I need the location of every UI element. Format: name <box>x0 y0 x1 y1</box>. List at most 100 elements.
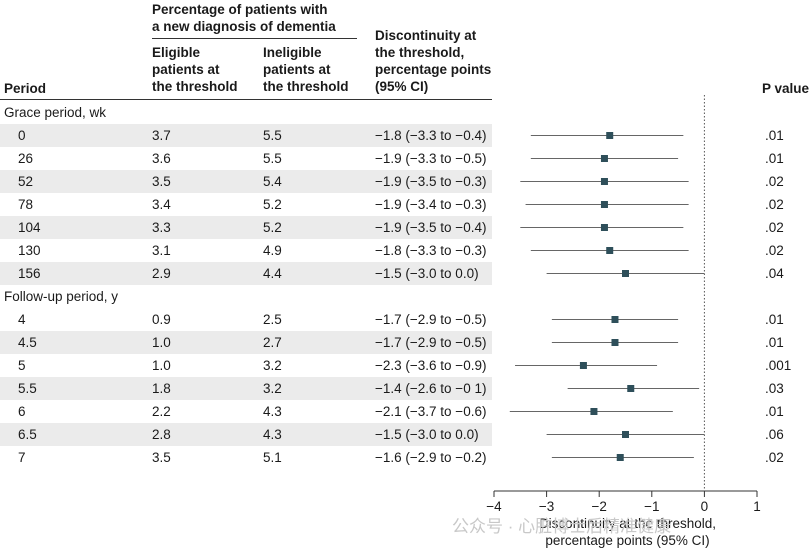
x-tick-label: −1 <box>644 499 659 514</box>
cell-period: 4 <box>18 312 26 327</box>
cell-eligible: 3.7 <box>152 128 171 143</box>
cell-pvalue: .02 <box>765 197 784 212</box>
cell-pvalue: .001 <box>765 358 792 373</box>
cell-ineligible: 5.1 <box>263 450 282 465</box>
cell-period: 78 <box>18 197 34 212</box>
point-estimate-marker <box>611 339 619 346</box>
point-estimate-marker <box>600 155 608 162</box>
cell-ineligible: 2.7 <box>263 335 282 350</box>
cell-eligible: 2.9 <box>152 266 171 281</box>
cell-pvalue: .01 <box>765 128 784 143</box>
cell-pvalue: .02 <box>765 174 784 189</box>
cell-discontinuity: −2.3 (−3.6 to −0.9) <box>375 358 487 373</box>
cell-eligible: 3.6 <box>152 151 171 166</box>
cell-period: 0 <box>18 128 26 143</box>
cell-pvalue: .01 <box>765 151 784 166</box>
cell-discontinuity: −1.9 (−3.4 to −0.3) <box>375 197 487 212</box>
cell-eligible: 2.2 <box>152 404 171 419</box>
x-tick-label: −4 <box>486 499 502 514</box>
cell-period: 7 <box>18 450 26 465</box>
cell-eligible: 0.9 <box>152 312 171 327</box>
cell-discontinuity: −1.4 (−2.6 to −0 1) <box>375 381 487 396</box>
section-label: Follow-up period, y <box>4 289 119 304</box>
row-shading <box>0 262 492 285</box>
cell-discontinuity: −1.5 (−3.0 to 0.0) <box>375 427 479 442</box>
cell-ineligible: 5.4 <box>263 174 282 189</box>
x-tick-label: 1 <box>753 499 761 514</box>
cell-ineligible: 3.2 <box>263 358 282 373</box>
row-shading <box>0 216 492 239</box>
cell-eligible: 3.1 <box>152 243 171 258</box>
cell-ineligible: 4.3 <box>263 427 282 442</box>
cell-ineligible: 5.2 <box>263 197 282 212</box>
point-estimate-marker <box>616 454 624 461</box>
cell-period: 6.5 <box>18 427 37 442</box>
cell-eligible: 1.0 <box>152 335 171 350</box>
header-rule <box>0 99 492 100</box>
cell-eligible: 3.3 <box>152 220 171 235</box>
group-title: Percentage of patients with a new diagno… <box>152 2 336 34</box>
row-shading <box>0 124 492 147</box>
cell-eligible: 1.0 <box>152 358 171 373</box>
row-shading <box>0 331 492 354</box>
cell-period: 104 <box>18 220 41 235</box>
cell-period: 156 <box>18 266 41 281</box>
point-estimate-marker <box>579 362 587 369</box>
row-shading <box>0 423 492 446</box>
cell-discontinuity: −1.8 (−3.3 to −0.4) <box>375 128 487 143</box>
cell-discontinuity: −1.7 (−2.9 to −0.5) <box>375 312 487 327</box>
section-label: Grace period, wk <box>4 105 107 120</box>
point-estimate-marker <box>622 270 629 277</box>
point-estimate-marker <box>600 201 608 208</box>
cell-discontinuity: −1.7 (−2.9 to −0.5) <box>375 335 487 350</box>
cell-pvalue: .02 <box>765 220 784 235</box>
cell-eligible: 3.5 <box>152 174 171 189</box>
cell-discontinuity: −1.9 (−3.5 to −0.3) <box>375 174 487 189</box>
point-estimate-marker <box>606 132 614 139</box>
cell-discontinuity: −1.6 (−2.9 to −0.2) <box>375 450 487 465</box>
cell-period: 5.5 <box>18 381 37 396</box>
point-estimate-marker <box>622 431 629 438</box>
header-ineligible: Ineligible patients at the threshold <box>263 45 349 94</box>
cell-pvalue: .01 <box>765 312 784 327</box>
point-estimate-marker <box>627 385 635 392</box>
cell-ineligible: 4.4 <box>263 266 282 281</box>
point-estimate-marker <box>600 178 608 185</box>
cell-ineligible: 4.3 <box>263 404 282 419</box>
cell-pvalue: .03 <box>765 381 784 396</box>
x-tick-label: −2 <box>591 499 606 514</box>
cell-discontinuity: −2.1 (−3.7 to −0.6) <box>375 404 487 419</box>
cell-period: 26 <box>18 151 34 166</box>
cell-ineligible: 4.9 <box>263 243 282 258</box>
cell-pvalue: .04 <box>765 266 784 281</box>
cell-period: 6 <box>18 404 26 419</box>
cell-pvalue: .06 <box>765 427 784 442</box>
x-axis-label: percentage points (95% CI) <box>545 533 709 548</box>
x-axis-label: Discontinuity at the threshold, <box>539 516 716 531</box>
cell-ineligible: 3.2 <box>263 381 282 396</box>
cell-pvalue: .02 <box>765 243 784 258</box>
x-tick-label: −3 <box>539 499 554 514</box>
cell-discontinuity: −1.9 (−3.5 to −0.4) <box>375 220 487 235</box>
cell-discontinuity: −1.8 (−3.3 to −0.3) <box>375 243 487 258</box>
cell-period: 5 <box>18 358 26 373</box>
row-shading <box>0 170 492 193</box>
header-eligible: Eligible patients at the threshold <box>152 45 238 94</box>
cell-pvalue: .02 <box>765 450 784 465</box>
cell-period: 4.5 <box>18 335 37 350</box>
cell-ineligible: 2.5 <box>263 312 282 327</box>
cell-pvalue: .01 <box>765 335 784 350</box>
cell-eligible: 1.8 <box>152 381 171 396</box>
cell-period: 52 <box>18 174 34 189</box>
cell-eligible: 3.5 <box>152 450 171 465</box>
cell-ineligible: 5.2 <box>263 220 282 235</box>
row-shading <box>0 377 492 400</box>
point-estimate-marker <box>600 224 608 231</box>
cell-period: 130 <box>18 243 41 258</box>
point-estimate-marker <box>611 316 619 323</box>
cell-discontinuity: −1.9 (−3.3 to −0.5) <box>375 151 487 166</box>
cell-eligible: 2.8 <box>152 427 171 442</box>
header-discontinuity: Discontinuity at the threshold, percenta… <box>375 28 492 94</box>
point-estimate-marker <box>606 247 614 254</box>
